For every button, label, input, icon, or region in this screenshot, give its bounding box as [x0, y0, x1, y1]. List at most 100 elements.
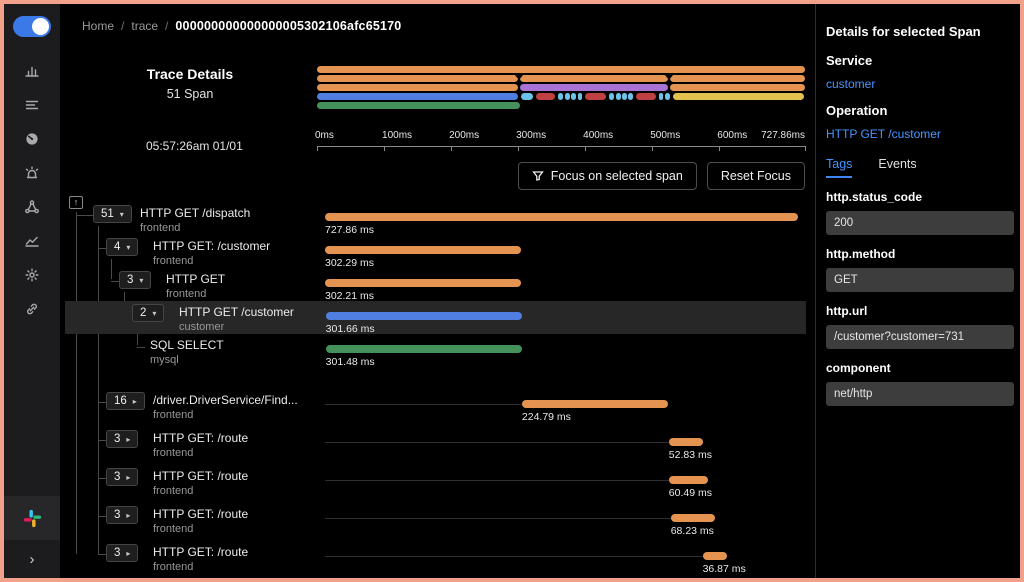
- span-duration-bar[interactable]: [325, 246, 522, 254]
- breadcrumb-trace-link[interactable]: trace: [131, 19, 159, 33]
- span-name: HTTP GET: /route: [153, 545, 249, 559]
- minimap-segment[interactable]: [317, 75, 519, 82]
- tab-events[interactable]: Events: [878, 157, 917, 171]
- span-service: frontend: [140, 222, 181, 234]
- minimap-segment[interactable]: [672, 93, 805, 100]
- minimap-segment[interactable]: [670, 84, 805, 91]
- minimap-segment[interactable]: [520, 84, 668, 91]
- sidebar-expand-chevron[interactable]: ›: [29, 550, 35, 568]
- minimap-segment[interactable]: [520, 75, 668, 82]
- span-row[interactable]: 3 ▸ HTTP GET: /route frontend 68.23 ms: [65, 503, 806, 541]
- chevron-right-icon: ▸: [132, 396, 137, 406]
- slack-button[interactable]: [4, 496, 60, 540]
- span-duration-label: 52.83 ms: [668, 449, 712, 461]
- span-duration-bar[interactable]: [521, 400, 668, 408]
- tag-value: 200: [826, 211, 1014, 235]
- span-expander-badge[interactable]: 3 ▸: [106, 544, 139, 562]
- minimap-segment[interactable]: [558, 93, 563, 100]
- span-duration-bar[interactable]: [325, 279, 522, 287]
- collapse-all-icon[interactable]: ↑: [69, 196, 83, 209]
- filter-icon: [531, 171, 544, 181]
- minimap-segment[interactable]: [609, 93, 615, 100]
- log-list-icon[interactable]: [17, 97, 47, 112]
- minimap-segment[interactable]: [628, 93, 634, 100]
- minimap-segment[interactable]: [317, 66, 805, 73]
- minimap-segment[interactable]: [670, 75, 805, 82]
- minimap-segment[interactable]: [658, 93, 664, 100]
- reset-focus-button[interactable]: Reset Focus: [706, 162, 805, 190]
- axis-tick-label: 500ms: [650, 130, 681, 141]
- span-expander-badge[interactable]: 3 ▸: [106, 506, 139, 524]
- span-expander-badge[interactable]: 51 ▾: [93, 205, 132, 223]
- minimap-segment[interactable]: [520, 93, 533, 100]
- span-duration-bar[interactable]: [670, 514, 716, 522]
- minimap-segment[interactable]: [664, 93, 670, 100]
- span-row[interactable]: 3 ▸ HTTP GET: /route frontend 36.87 ms: [65, 541, 806, 578]
- operation-value-link[interactable]: HTTP GET /customer: [826, 127, 941, 141]
- span-row[interactable]: 3 ▸ HTTP GET: /route frontend 60.49 ms: [65, 465, 806, 503]
- tree-stub: [98, 440, 106, 441]
- span-duration-bar[interactable]: [702, 552, 727, 560]
- span-expander-badge[interactable]: 4 ▾: [106, 238, 139, 256]
- trace-title-block: Trace Details 51 Span: [100, 66, 280, 101]
- focus-button-label: Focus on selected span: [550, 169, 683, 183]
- gear-icon[interactable]: [17, 267, 47, 282]
- minimap-segment[interactable]: [584, 93, 607, 100]
- span-row[interactable]: SQL SELECT mysql 301.48 ms: [65, 334, 806, 368]
- span-duration-bar[interactable]: [668, 438, 704, 446]
- tree-stub: [111, 281, 119, 282]
- toolbar: Focus on selected span Reset Focus: [60, 156, 815, 196]
- minimap-handle[interactable]: [515, 75, 524, 80]
- span-row-selected[interactable]: 2 ▾ HTTP GET /customer customer 301.66 ms: [65, 301, 806, 335]
- trend-chart-icon[interactable]: [17, 233, 47, 248]
- minimap-segment[interactable]: [615, 93, 621, 100]
- span-duration-bar[interactable]: [325, 312, 522, 320]
- chevron-down-icon: ▾: [119, 209, 124, 219]
- span-duration-bar[interactable]: [668, 476, 709, 484]
- alert-icon[interactable]: [17, 165, 47, 180]
- span-expander-badge[interactable]: 3 ▸: [106, 430, 139, 448]
- minimap-segment[interactable]: [317, 93, 519, 100]
- span-name: /driver.DriverService/Find...: [153, 393, 298, 407]
- minimap-segment[interactable]: [635, 93, 657, 100]
- span-row[interactable]: 16 ▸ /driver.DriverService/Find... frontend…: [65, 389, 806, 427]
- span-service: frontend: [153, 523, 194, 535]
- service-value-link[interactable]: customer: [826, 77, 876, 91]
- span-duration-label: 224.79 ms: [521, 411, 571, 423]
- tag-value: /customer?customer=731: [826, 325, 1014, 349]
- axis-tick: [317, 146, 318, 151]
- minimap-segment[interactable]: [536, 93, 556, 100]
- link-icon[interactable]: [17, 301, 47, 316]
- minimap-segment[interactable]: [317, 102, 520, 109]
- minimap-handle[interactable]: [665, 75, 674, 80]
- span-duration-bar[interactable]: [325, 213, 798, 221]
- minimap-segment[interactable]: [577, 93, 583, 100]
- topology-icon[interactable]: [17, 199, 47, 214]
- tab-tags[interactable]: Tags: [826, 157, 853, 178]
- focus-selected-span-button[interactable]: Focus on selected span: [517, 162, 697, 190]
- span-row[interactable]: 51 ▾ HTTP GET /dispatch frontend 727.86 ms: [65, 202, 806, 236]
- child-count: 2: [140, 307, 147, 319]
- bar-chart-icon[interactable]: [17, 63, 47, 78]
- tree-stub: [98, 516, 106, 517]
- span-expander-badge[interactable]: 2 ▾: [132, 304, 165, 322]
- span-expander-badge[interactable]: 3 ▸: [106, 468, 139, 486]
- service-label: Service: [826, 53, 873, 68]
- span-row[interactable]: 4 ▾ HTTP GET: /customer frontend 302.29 ms: [65, 235, 806, 269]
- breadcrumb-home-link[interactable]: Home: [82, 19, 115, 33]
- span-duration-bar[interactable]: [325, 345, 522, 353]
- minimap-segment[interactable]: [622, 93, 627, 100]
- main-area: Home / trace / 000000000000000005302106a…: [60, 4, 815, 578]
- span-expander-badge[interactable]: 16 ▸: [106, 392, 145, 410]
- span-name: HTTP GET: /route: [153, 469, 249, 483]
- gauge-icon[interactable]: [17, 131, 47, 146]
- minimap[interactable]: [317, 66, 805, 111]
- span-row[interactable]: 3 ▾ HTTP GET frontend 302.21 ms: [65, 268, 806, 302]
- minimap-segment[interactable]: [317, 84, 519, 91]
- theme-toggle[interactable]: [13, 16, 51, 37]
- span-row[interactable]: 3 ▸ HTTP GET: /route frontend 52.83 ms: [65, 427, 806, 465]
- minimap-segment[interactable]: [564, 93, 570, 100]
- minimap-segment[interactable]: [571, 93, 577, 100]
- span-expander-badge[interactable]: 3 ▾: [119, 271, 152, 289]
- reset-button-label: Reset Focus: [720, 169, 791, 183]
